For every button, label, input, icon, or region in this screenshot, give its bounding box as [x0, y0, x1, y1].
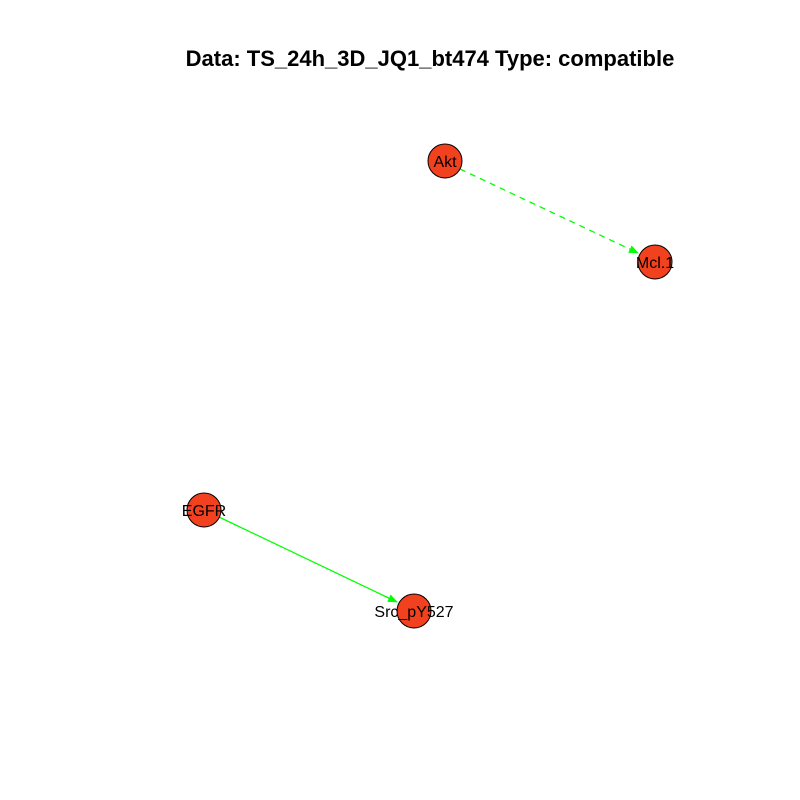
graph-title: Data: TS_24h_3D_JQ1_bt474 Type: compatib…	[185, 46, 675, 71]
node-label-akt: Akt	[433, 154, 457, 171]
node-label-egfr: EGFR	[182, 503, 226, 520]
edge-akt-to-mcl1	[459, 168, 639, 254]
node-egfr[interactable]: EGFR	[182, 492, 226, 528]
node-akt[interactable]: Akt	[427, 143, 463, 179]
node-label-mcl1: Mcl.1	[636, 255, 674, 272]
node-circle-akt[interactable]	[427, 143, 463, 179]
node-src-py527[interactable]: Src_pY527	[374, 593, 454, 629]
edge-egfr-to-src	[218, 516, 398, 603]
node-circle-egfr[interactable]	[186, 492, 222, 528]
node-label-src-py527: Src_pY527	[374, 604, 453, 621]
node-circle-mcl1[interactable]	[637, 244, 673, 280]
node-mcl1[interactable]: Mcl.1	[636, 244, 674, 280]
node-circle-src-py527[interactable]	[396, 593, 432, 629]
